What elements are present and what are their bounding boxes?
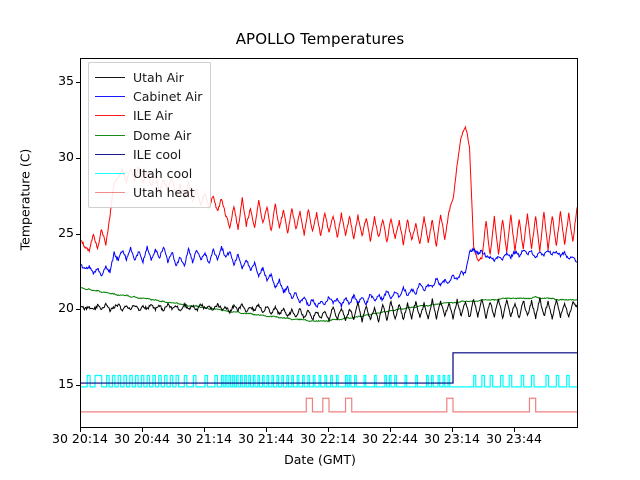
x-tick-mark	[514, 428, 515, 432]
x-tick-label: 30 21:44	[238, 431, 294, 446]
y-tick-mark	[76, 309, 80, 311]
x-tick-mark	[142, 428, 143, 432]
series-line-ile-cool	[81, 352, 577, 384]
x-tick-mark	[204, 428, 205, 432]
legend-label: Dome Air	[133, 127, 192, 143]
x-tick-mark	[390, 428, 391, 432]
x-tick-label: 30 23:14	[424, 431, 480, 446]
x-tick-mark	[80, 428, 81, 432]
legend-color-swatch	[95, 134, 125, 136]
chart-title: APOLLO Temperatures	[235, 30, 405, 48]
x-tick-label: 30 20:14	[52, 431, 108, 446]
y-tick-mark	[76, 233, 80, 235]
y-axis-label: Temperature (C)	[17, 148, 33, 251]
legend-color-swatch	[95, 115, 125, 117]
legend-item: ILE cool	[95, 145, 202, 164]
y-tick-label: 15	[58, 376, 74, 392]
legend-label: Utah heat	[133, 185, 195, 201]
legend-item: Utah Air	[95, 68, 202, 87]
y-tick-label: 25	[58, 224, 74, 240]
chart-legend: Utah Air Cabinet Air ILE Air Dome Air ILE co…	[88, 62, 212, 209]
y-tick-label: 30	[58, 148, 74, 164]
plot-svg	[81, 125, 577, 413]
y-tick-label: 35	[58, 73, 74, 89]
y-tick-label: 20	[58, 300, 74, 316]
series-line-utah-air	[81, 297, 577, 323]
x-tick-mark	[328, 428, 329, 432]
legend-label: Utah Air	[133, 70, 184, 86]
x-tick-label: 30 20:44	[114, 431, 170, 446]
legend-item: Cabinet Air	[95, 87, 202, 106]
y-tick-mark	[76, 157, 80, 159]
legend-color-swatch	[95, 153, 125, 155]
y-tick-mark	[76, 82, 80, 84]
legend-color-swatch	[95, 192, 125, 194]
x-tick-mark	[266, 428, 267, 432]
series-line-utah-cool	[81, 374, 577, 388]
series-line-utah-heat	[81, 397, 577, 413]
y-tick-mark	[76, 385, 80, 387]
legend-item: ILE Air	[95, 106, 202, 125]
x-tick-label: 30 21:14	[176, 431, 232, 446]
legend-item: Utah cool	[95, 164, 202, 183]
legend-item: Dome Air	[95, 126, 202, 145]
legend-color-swatch	[95, 77, 125, 79]
series-line-cabinet-air	[81, 245, 577, 309]
legend-label: Cabinet Air	[133, 89, 203, 105]
x-axis-label: Date (GMT)	[284, 452, 356, 467]
legend-label: ILE cool	[133, 146, 182, 162]
legend-item: Utah heat	[95, 183, 202, 202]
x-tick-mark	[452, 428, 453, 432]
legend-label: ILE Air	[133, 108, 173, 124]
x-tick-label: 30 22:44	[362, 431, 418, 446]
legend-color-swatch	[95, 173, 125, 175]
x-tick-label: 30 22:14	[300, 431, 356, 446]
legend-color-swatch	[95, 96, 125, 98]
x-tick-label: 30 23:44	[486, 431, 542, 446]
legend-label: Utah cool	[133, 166, 193, 182]
